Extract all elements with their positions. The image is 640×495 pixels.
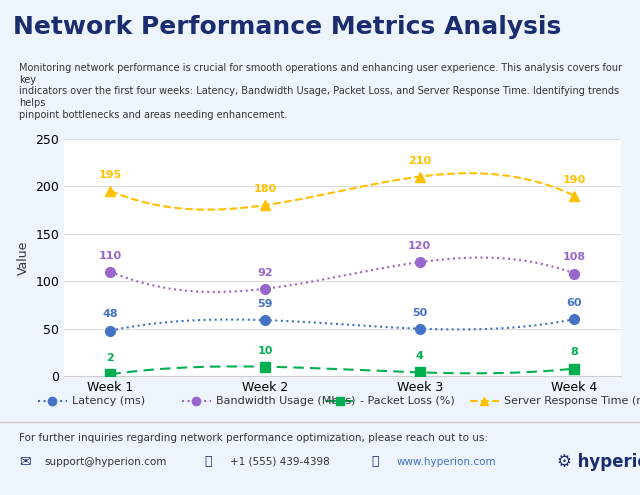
Text: 48: 48 <box>102 309 118 319</box>
Text: 4: 4 <box>416 351 424 361</box>
Text: 92: 92 <box>257 268 273 278</box>
Text: 🌐: 🌐 <box>371 455 379 468</box>
Text: www.hyperion.com: www.hyperion.com <box>397 457 497 467</box>
Text: Latency (ms): Latency (ms) <box>72 396 145 406</box>
Text: support@hyperion.com: support@hyperion.com <box>45 457 167 467</box>
Text: 10: 10 <box>257 346 273 355</box>
Text: - Packet Loss (%): - Packet Loss (%) <box>360 396 455 406</box>
Text: 120: 120 <box>408 241 431 251</box>
Text: 8: 8 <box>570 347 579 357</box>
Text: 210: 210 <box>408 155 431 165</box>
Text: 108: 108 <box>563 252 586 262</box>
Text: Server Response Time (ms): Server Response Time (ms) <box>504 396 640 406</box>
Text: 2: 2 <box>106 353 115 363</box>
Text: 📞: 📞 <box>205 455 212 468</box>
Text: 59: 59 <box>257 299 273 309</box>
Text: 60: 60 <box>566 298 582 308</box>
Text: For further inquiries regarding network performance optimization, please reach o: For further inquiries regarding network … <box>19 433 488 443</box>
Text: 190: 190 <box>563 175 586 185</box>
Text: 180: 180 <box>253 184 276 194</box>
Text: 110: 110 <box>99 250 122 260</box>
Text: +1 (555) 439-4398: +1 (555) 439-4398 <box>230 457 330 467</box>
Text: 195: 195 <box>99 170 122 180</box>
Text: Network Performance Metrics Analysis: Network Performance Metrics Analysis <box>13 15 561 39</box>
Text: ✉: ✉ <box>19 455 31 469</box>
Text: 50: 50 <box>412 307 428 318</box>
Text: Monitoring network performance is crucial for smooth operations and enhancing us: Monitoring network performance is crucia… <box>19 63 622 119</box>
Y-axis label: Value: Value <box>17 240 29 275</box>
Text: ⚙ hyperion: ⚙ hyperion <box>557 453 640 471</box>
Text: Bandwidth Usage (Mbps): Bandwidth Usage (Mbps) <box>216 396 356 406</box>
